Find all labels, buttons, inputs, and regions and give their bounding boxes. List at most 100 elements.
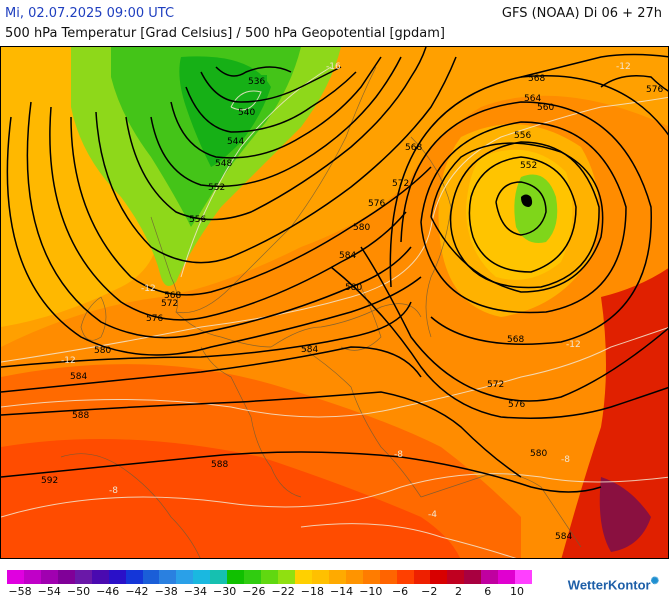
contour-label-556-east: 556 [514, 131, 531, 141]
isotherm-label-e: -12 [566, 340, 581, 350]
legend-tick-label: 2 [455, 585, 463, 598]
brand-logo: WetterKontor✺ [567, 576, 659, 593]
legend-tick-label: −34 [183, 585, 208, 598]
legend-swatch [261, 570, 278, 584]
legend-swatch [244, 570, 262, 584]
legend-tick-label: −58 [8, 585, 32, 598]
legend-swatch [91, 570, 109, 584]
isotherm-label-ese: -8 [561, 455, 570, 465]
contour-label-576-central: 576 [368, 199, 385, 209]
contour-label-588-west: 588 [72, 411, 89, 421]
legend-swatch [57, 570, 75, 584]
contour-label-592: 592 [41, 476, 58, 486]
legend-swatch [159, 570, 177, 584]
legend-swatch [481, 570, 499, 584]
legend-swatch [210, 570, 228, 584]
contour-label-580-central: 580 [353, 223, 370, 233]
contour-label-556: 556 [189, 215, 206, 225]
legend-tick-label: −10 [359, 585, 383, 598]
legend-swatch [227, 570, 245, 584]
legend-tick-label: −38 [154, 585, 178, 598]
legend-swatch [40, 570, 58, 584]
contour-label-548: 548 [215, 159, 232, 169]
legend-swatch [464, 570, 482, 584]
isotherm-label-uk: -12 [141, 284, 156, 294]
weather-map[interactable]: 536 540 544 548 552 556 568 572 576 580 … [0, 46, 669, 559]
contour-label-572-west: 572 [161, 299, 178, 309]
low-center [521, 194, 533, 207]
legend-swatch [362, 570, 380, 584]
legend-swatch [430, 570, 448, 584]
isotherms [1, 66, 668, 558]
legend-swatch [193, 570, 211, 584]
isotherm-label-w: -12 [61, 356, 76, 366]
legend-swatch [74, 570, 92, 584]
legend-swatch [447, 570, 465, 584]
color-legend [7, 570, 533, 584]
coastlines [60, 66, 582, 558]
contour-label-552: 552 [208, 183, 225, 193]
legend-tick-label: −18 [300, 585, 324, 598]
contour-label-544: 544 [227, 137, 244, 147]
contour-label-568-east: 568 [507, 335, 524, 345]
contour-label-568-central: 568 [405, 143, 422, 153]
contour-label-564: 564 [524, 94, 541, 104]
legend-tick-label: 6 [484, 585, 492, 598]
contour-label-576-west: 576 [146, 314, 163, 324]
legend-tick-label: −26 [242, 585, 266, 598]
isotherm-labels: -12 -12 -12 -8 -8 -4 -12 -16 -8 [61, 62, 631, 520]
map-canvas: 536 540 544 548 552 556 568 572 576 580 … [1, 47, 668, 558]
contour-label-580-east: 580 [530, 449, 547, 459]
isotherm-label-s: -8 [394, 450, 403, 460]
contour-label-576-east: 576 [508, 400, 525, 410]
contour-label-588-south: 588 [211, 460, 228, 470]
isotherm-label-se: -4 [428, 510, 437, 520]
legend-swatch [125, 570, 143, 584]
contour-label-572-central: 572 [392, 179, 409, 189]
isotherm-label-ne: -12 [616, 62, 631, 72]
legend-swatch [142, 570, 160, 584]
label-bg [245, 75, 267, 85]
legend-tick-label: −54 [37, 585, 61, 598]
legend-swatch [176, 570, 194, 584]
contour-labels: 536 540 544 548 552 556 568 572 576 580 … [41, 74, 663, 542]
legend-ticks: −58 −54 −50 −46 −42 −38 −34 −30 −26 −22 −18 −14 −10−… [0, 585, 669, 600]
contour-label-536: 536 [248, 77, 265, 87]
contour-label-568-north: 568 [528, 74, 545, 84]
contour-label-584-west: 584 [70, 372, 87, 382]
legend-swatch [108, 570, 126, 584]
geopotential-contours [1, 47, 668, 493]
contour-label-540: 540 [238, 108, 255, 118]
legend-tick-label: −22 [271, 585, 295, 598]
contour-label-576-ne: 576 [646, 85, 663, 95]
legend-swatch [23, 570, 41, 584]
temp-field-east-warm [599, 477, 651, 552]
contour-label-572-east: 572 [487, 380, 504, 390]
legend-swatch [328, 570, 346, 584]
legend-swatch [278, 570, 295, 584]
contour-label-584-east: 584 [555, 532, 572, 542]
map-subtitle: 500 hPa Temperatur [Grad Celsius] / 500 … [5, 26, 446, 41]
legend-tick-label: −50 [66, 585, 91, 598]
legend-tick-label: −30 [213, 585, 237, 598]
legend-swatch [345, 570, 363, 584]
contour-label-568-west: 568 [164, 291, 181, 301]
legend-swatch [515, 570, 533, 584]
contour-label-560: 560 [537, 103, 554, 113]
contour-label-552-east: 552 [520, 161, 537, 171]
temp-field-east [561, 268, 668, 558]
temp-field-mediterranean [1, 439, 461, 558]
contour-label-584-mid: 584 [301, 345, 318, 355]
valid-time: Mi, 02.07.2025 09:00 UTC [5, 6, 175, 21]
isotherm-label-sw: -8 [109, 486, 118, 496]
legend-swatch [413, 570, 431, 584]
legend-tick-label: −14 [329, 585, 354, 598]
isotherm-label-n: -16 [326, 62, 341, 72]
legend-swatch [379, 570, 397, 584]
legend-tick-label: −46 [96, 585, 120, 598]
legend-swatch [311, 570, 329, 584]
legend-tick-label: −2 [421, 585, 438, 598]
map-header: Mi, 02.07.2025 09:00 UTC GFS (NOAA) Di 0… [0, 0, 669, 46]
legend-tick-label: −42 [125, 585, 149, 598]
legend-swatch [498, 570, 516, 584]
